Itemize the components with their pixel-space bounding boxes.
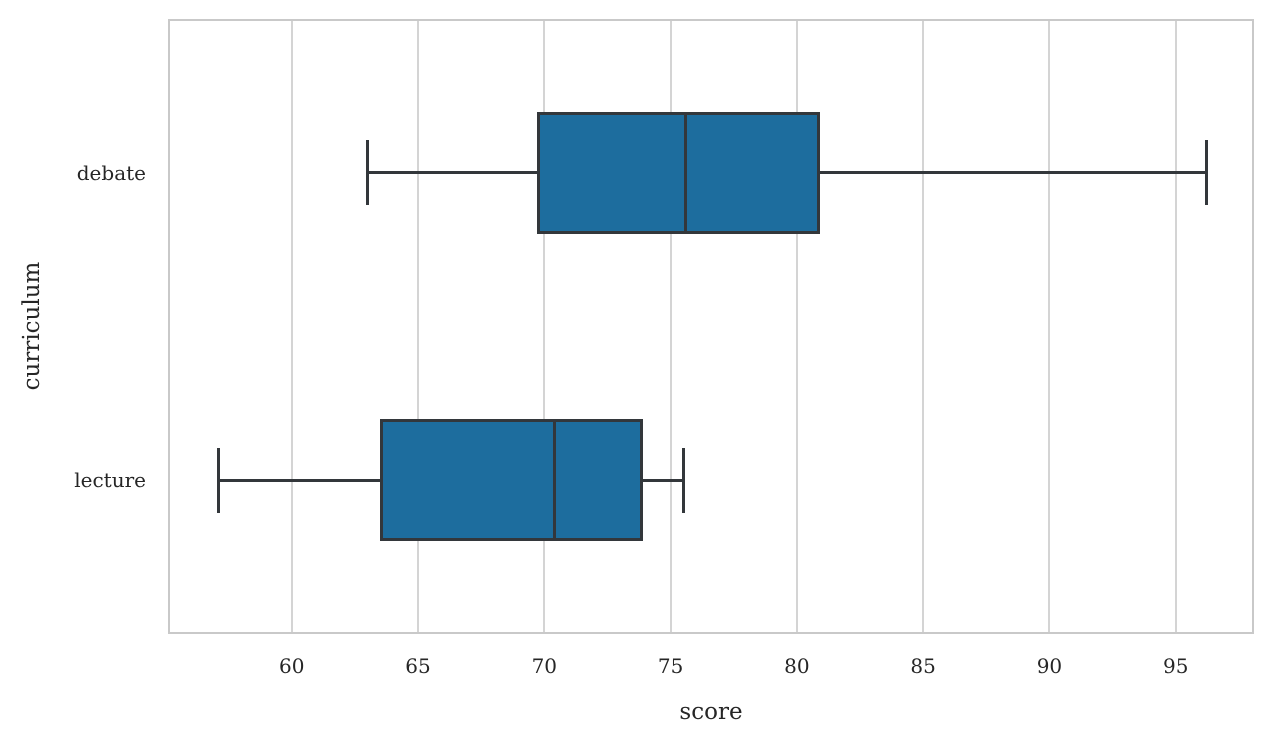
y-tick-label-debate: debate [76, 160, 146, 185]
gridline-x-95 [1174, 21, 1177, 632]
gridline-x-90 [1048, 21, 1051, 632]
x-tick-label-65: 65 [405, 654, 431, 678]
y-tick-label-lecture: lecture [74, 468, 146, 493]
x-tick-label-95: 95 [1162, 654, 1189, 678]
gridline-x-70 [543, 21, 546, 632]
gridline-x-85 [922, 21, 925, 632]
x-tick-label-85: 85 [910, 654, 936, 678]
x-tick-label-80: 80 [784, 654, 810, 678]
whisker-line-low [367, 171, 537, 175]
whisker-cap-low [366, 140, 370, 206]
gridline-x-75 [669, 21, 672, 632]
whisker-cap-high [681, 447, 685, 513]
whisker-cap-high [1204, 140, 1208, 206]
x-tick-label-70: 70 [531, 654, 558, 678]
x-axis-label: score [679, 699, 743, 725]
gridline-x-80 [795, 21, 798, 632]
whisker-line-low [218, 478, 381, 482]
x-tick-label-75: 75 [657, 654, 684, 678]
median-line-lecture [552, 419, 556, 542]
y-axis-label: curriculum [19, 261, 45, 391]
median-line-debate [684, 111, 688, 234]
box-lecture [380, 419, 643, 542]
x-tick-label-60: 60 [279, 654, 305, 678]
whisker-cap-low [217, 447, 220, 513]
gridline-x-60 [290, 21, 293, 632]
gridline-x-65 [417, 21, 420, 632]
whisker-line-high [819, 171, 1206, 175]
plot-area [168, 19, 1254, 634]
x-tick-label-90: 90 [1036, 654, 1063, 678]
box-debate [536, 111, 820, 234]
whisker-line-high [642, 478, 684, 482]
